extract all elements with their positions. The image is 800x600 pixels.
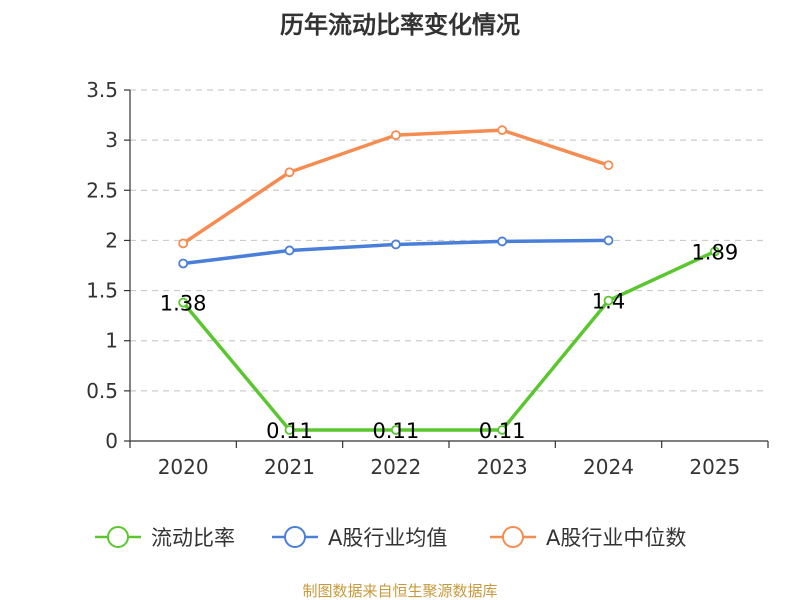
legend-item-0[interactable]: 流动比率 bbox=[95, 526, 235, 550]
x-tick-labels: 2020 2021 2022 2023 2024 2025 bbox=[158, 455, 741, 479]
data-point bbox=[390, 239, 401, 250]
y-tick-labels: 0 0.5 1 1.5 2 2.5 3 3.5 bbox=[86, 78, 118, 453]
data-label: 0.11 bbox=[266, 419, 313, 443]
data-point bbox=[497, 236, 508, 247]
legend-label: A股行业均值 bbox=[328, 526, 447, 550]
series-line-2 bbox=[182, 128, 610, 245]
chart-title: 历年流动比率变化情况 bbox=[280, 11, 520, 39]
data-point bbox=[390, 425, 401, 435]
data-label: 1.89 bbox=[691, 240, 738, 264]
y-tick-label: 0.5 bbox=[86, 379, 118, 403]
axes bbox=[124, 89, 769, 448]
legend-label: 流动比率 bbox=[151, 526, 235, 550]
series-group bbox=[178, 125, 720, 435]
data-point bbox=[709, 246, 720, 257]
y-tick-label: 3.5 bbox=[86, 78, 118, 102]
x-tick-label: 2022 bbox=[370, 455, 421, 479]
x-tick-label: 2020 bbox=[158, 455, 209, 479]
data-point bbox=[603, 295, 614, 306]
data-point bbox=[603, 235, 614, 246]
data-point bbox=[284, 245, 295, 256]
legend-label: A股行业中位数 bbox=[546, 526, 686, 550]
data-point bbox=[390, 130, 401, 141]
data-point bbox=[497, 425, 508, 435]
legend-marker bbox=[284, 526, 306, 548]
y-tick-label: 0 bbox=[105, 429, 118, 453]
legend-item-1[interactable]: A股行业均值 bbox=[272, 526, 447, 550]
legend[interactable]: 流动比率 A股行业均值 A股行业中位数 bbox=[95, 526, 686, 550]
source-note: 制图数据来自恒生聚源数据库 bbox=[302, 582, 497, 600]
data-label: 0.11 bbox=[372, 419, 419, 443]
y-tick-label: 2 bbox=[105, 228, 118, 252]
data-point bbox=[497, 125, 508, 136]
x-tick-label: 2025 bbox=[689, 455, 740, 479]
data-point bbox=[284, 167, 295, 178]
legend-item-2[interactable]: A股行业中位数 bbox=[490, 526, 686, 550]
y-tick-label: 2.5 bbox=[86, 178, 118, 202]
data-label: 1.4 bbox=[592, 290, 625, 314]
grid-lines bbox=[130, 89, 768, 392]
data-label: 0.11 bbox=[479, 419, 526, 443]
data-labels: 1.38 0.11 0.11 0.11 1.4 1.89 bbox=[160, 240, 738, 443]
data-label: 1.38 bbox=[160, 292, 207, 316]
x-tick-label: 2023 bbox=[477, 455, 528, 479]
data-point bbox=[178, 297, 189, 308]
x-tick-label: 2021 bbox=[264, 455, 315, 479]
x-tick-label: 2024 bbox=[583, 455, 634, 479]
data-point bbox=[603, 160, 614, 171]
y-tick-label: 3 bbox=[105, 128, 118, 152]
y-tick-label: 1.5 bbox=[86, 279, 118, 303]
y-tick-label: 1 bbox=[105, 329, 118, 353]
data-point bbox=[178, 238, 189, 249]
data-point bbox=[284, 425, 295, 435]
legend-marker bbox=[107, 526, 129, 548]
series-line-0 bbox=[181, 249, 716, 432]
data-point bbox=[178, 258, 189, 269]
legend-marker bbox=[502, 526, 524, 548]
